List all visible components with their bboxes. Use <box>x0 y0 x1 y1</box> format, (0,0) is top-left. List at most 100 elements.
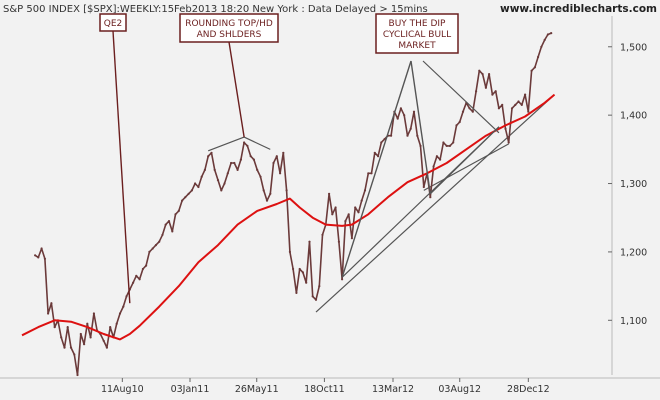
price-point <box>439 158 442 161</box>
price-point <box>396 117 399 120</box>
price-point <box>66 326 69 329</box>
price-point <box>321 233 324 236</box>
price-point <box>256 168 259 171</box>
price-point <box>203 168 206 171</box>
price-point <box>53 326 56 329</box>
price-point <box>455 124 458 127</box>
price-point <box>481 73 484 76</box>
price-point <box>279 172 282 175</box>
price-point <box>73 353 76 356</box>
price-point <box>461 110 465 113</box>
price-point <box>249 155 252 158</box>
price-point <box>520 103 523 106</box>
price-point <box>497 107 500 110</box>
price-point <box>350 237 353 240</box>
annotation-callout <box>341 60 412 278</box>
price-point <box>161 233 164 236</box>
price-point <box>488 73 491 76</box>
price-point <box>527 110 530 113</box>
annotation-callout <box>429 126 500 195</box>
price-point <box>524 93 527 96</box>
price-point <box>484 86 487 89</box>
price-point <box>34 254 37 257</box>
price-point <box>471 110 474 113</box>
price-point <box>347 213 350 216</box>
price-point <box>412 110 416 113</box>
price-point <box>269 192 272 195</box>
price-point <box>63 346 66 349</box>
price-point <box>151 247 154 250</box>
y-tick-label: 1,100 <box>620 316 647 327</box>
annotation-text: AND SHLDERS <box>197 30 262 40</box>
price-point <box>406 134 409 137</box>
price-point <box>233 161 236 165</box>
y-tick-label: 1,200 <box>620 247 647 258</box>
price-point <box>109 326 112 329</box>
price-point <box>79 332 82 336</box>
price-point <box>265 199 269 202</box>
price-point <box>458 120 461 124</box>
annotation-text: MARKET <box>398 41 436 51</box>
price-point <box>409 127 412 130</box>
price-point <box>305 281 308 284</box>
price-point <box>416 134 419 137</box>
price-point <box>115 322 118 325</box>
plot-area <box>21 31 556 377</box>
price-point <box>226 172 229 175</box>
price-point <box>540 45 543 48</box>
price-point <box>507 141 510 144</box>
price-point <box>341 278 344 281</box>
price-point <box>429 196 432 199</box>
price-point <box>187 192 190 195</box>
price-point <box>262 189 265 192</box>
price-point <box>292 267 295 271</box>
moving-average-line <box>21 93 556 341</box>
price-point <box>138 278 141 281</box>
price-point <box>435 155 438 158</box>
price-point <box>135 274 138 277</box>
price-point <box>223 182 226 185</box>
y-axis: 1,100 1,200 1,300 1,400 1,500 <box>608 16 647 375</box>
price-point <box>367 172 370 175</box>
x-tick-label: 03Aug12 <box>438 384 481 395</box>
price-point <box>194 182 197 185</box>
price-point <box>102 339 105 342</box>
price-point <box>154 244 157 247</box>
price-point <box>510 107 514 110</box>
price-point <box>60 336 63 339</box>
price-point <box>334 206 337 209</box>
price-point <box>259 175 262 178</box>
price-point <box>246 144 249 147</box>
price-point <box>308 240 311 243</box>
price-point <box>344 220 347 223</box>
price-point <box>132 281 135 284</box>
price-point <box>69 346 73 349</box>
price-point <box>442 141 445 144</box>
price-point <box>230 161 233 165</box>
price-point <box>301 271 304 274</box>
price-point <box>184 196 187 199</box>
price-point <box>47 312 50 315</box>
annotation-text: ROUNDING TOP/HD <box>185 19 273 29</box>
price-point <box>298 267 301 271</box>
price-point <box>494 90 497 93</box>
price-point <box>177 209 180 212</box>
price-point <box>468 107 471 110</box>
price-point <box>399 107 402 110</box>
price-point <box>207 155 210 158</box>
price-point <box>537 55 540 59</box>
price-point <box>373 151 376 154</box>
price-point <box>432 165 435 168</box>
price-point <box>167 220 171 223</box>
price-point <box>236 168 239 171</box>
price-point <box>50 302 53 305</box>
price-point <box>118 312 122 315</box>
price-point <box>210 151 213 154</box>
price-point <box>360 199 363 202</box>
price-point <box>40 247 43 250</box>
price-point <box>314 298 318 301</box>
price-point <box>546 33 550 36</box>
